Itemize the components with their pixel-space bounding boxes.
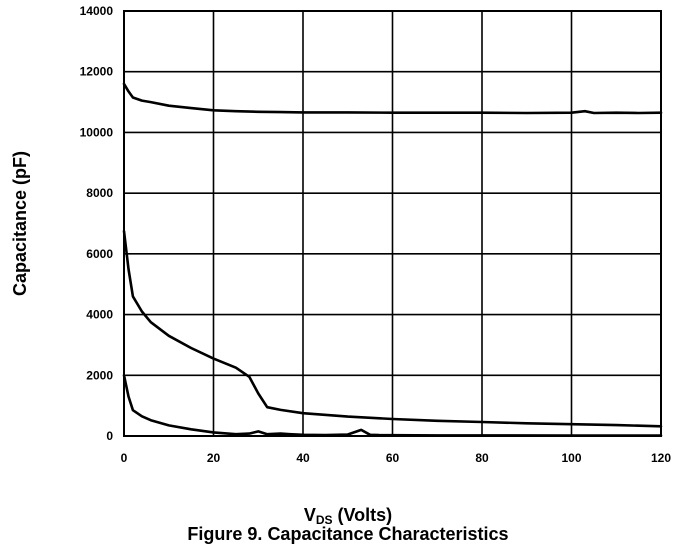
y-tick-label: 8000: [86, 186, 113, 200]
y-axis-ticks: 0 2000 4000 6000 8000 10000 12000 14000: [80, 4, 114, 443]
x-tick-label: 120: [651, 451, 671, 465]
y-tick-label: 14000: [80, 4, 114, 18]
y-tick-label: 0: [106, 429, 113, 443]
y-tick-label: 6000: [86, 247, 113, 261]
y-tick-label: 12000: [80, 65, 114, 79]
series-line-1: [122, 82, 663, 115]
x-axis-ticks: 0 20 40 60 80 100 120: [121, 451, 672, 465]
plot-frame: [123, 10, 662, 437]
series-line-2: [122, 229, 663, 428]
y-tick-label: 4000: [86, 308, 113, 322]
x-tick-label: 80: [475, 451, 489, 465]
x-axis-label: VDS (Volts): [303, 505, 393, 527]
x-tick-label: 100: [561, 451, 581, 465]
x-tick-label: 0: [121, 451, 128, 465]
y-tick-label: 10000: [80, 125, 114, 139]
grid-lines: [123, 10, 662, 437]
y-axis-label: Capacitance (pF): [10, 151, 30, 296]
x-tick-label: 60: [386, 451, 400, 465]
x-tick-label: 40: [296, 451, 310, 465]
x-tick-label: 20: [207, 451, 221, 465]
y-tick-label: 2000: [86, 368, 113, 382]
figure-caption: Figure 9. Capacitance Characteristics: [187, 524, 509, 544]
